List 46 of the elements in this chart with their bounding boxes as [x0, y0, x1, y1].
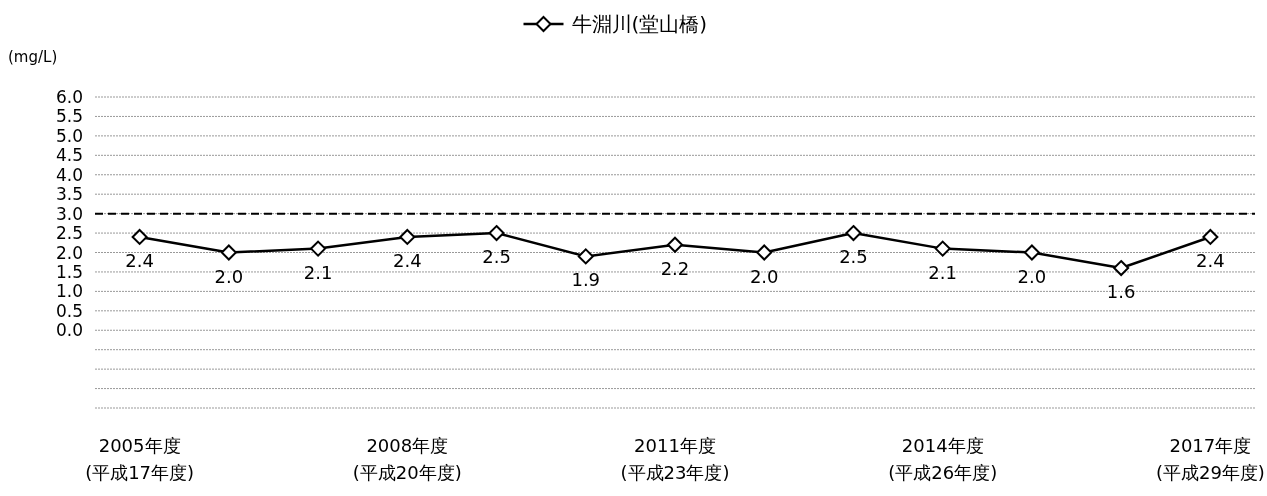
data-label: 2.4 [1196, 249, 1225, 271]
y-tick-label: 5.0 [55, 125, 83, 146]
point [1023, 244, 1040, 261]
point [310, 240, 327, 257]
y-tick-label: 6.0 [55, 87, 83, 107]
point [934, 240, 951, 257]
data-label: 1.6 [1106, 281, 1136, 303]
data-label: 2.4 [392, 249, 422, 271]
data-label: 2.0 [1017, 265, 1047, 287]
point [399, 228, 416, 245]
data-label: 1.9 [571, 269, 601, 291]
y-tick-label: 0.5 [55, 300, 83, 321]
x-tick-label: 2017年度 (平成29年度) [1155, 435, 1265, 483]
point [1202, 228, 1219, 245]
y-tick-label: 2.5 [55, 223, 83, 244]
point [577, 248, 594, 265]
x-tick-label: 2008年度 (平成20年度) [352, 435, 462, 483]
point [1113, 260, 1130, 277]
x-tick-label: 2005年度 (平成17年度) [85, 435, 195, 483]
y-tick-label: 5.5 [55, 106, 83, 127]
y-tick-label: 0.0 [55, 320, 83, 341]
y-tick-label: 3.5 [55, 184, 83, 205]
data-label: 2.0 [214, 265, 244, 287]
y-tick-label: 4.0 [55, 164, 83, 185]
y-tick-label: 1.5 [55, 261, 83, 282]
x-tick-label: 2011年度 (平成23年度) [620, 435, 730, 483]
data-label: 2.4 [125, 249, 154, 271]
y-tick-label: 1.0 [55, 281, 83, 302]
point [756, 244, 773, 261]
point [220, 244, 237, 261]
point [667, 236, 683, 253]
data-label: 2.0 [749, 265, 779, 287]
point [488, 225, 505, 242]
legend-label: 牛淵川(堂山橋) [571, 12, 708, 36]
y-tick-label: 2.0 [55, 242, 83, 263]
data-label: 2.1 [928, 261, 958, 283]
data-label: 2.5 [482, 246, 511, 268]
y-tick-label: 4.5 [55, 145, 83, 166]
data-label: 2.5 [839, 246, 868, 268]
data-label: 2.1 [303, 261, 333, 283]
y-axis-title: (mg/L) [8, 48, 58, 66]
y-tick-label: 3.0 [55, 203, 83, 224]
x-tick-label: 2014年度 (平成26年度) [888, 435, 998, 483]
point [131, 228, 148, 245]
data-label: 2.2 [660, 257, 690, 279]
point [845, 225, 862, 242]
